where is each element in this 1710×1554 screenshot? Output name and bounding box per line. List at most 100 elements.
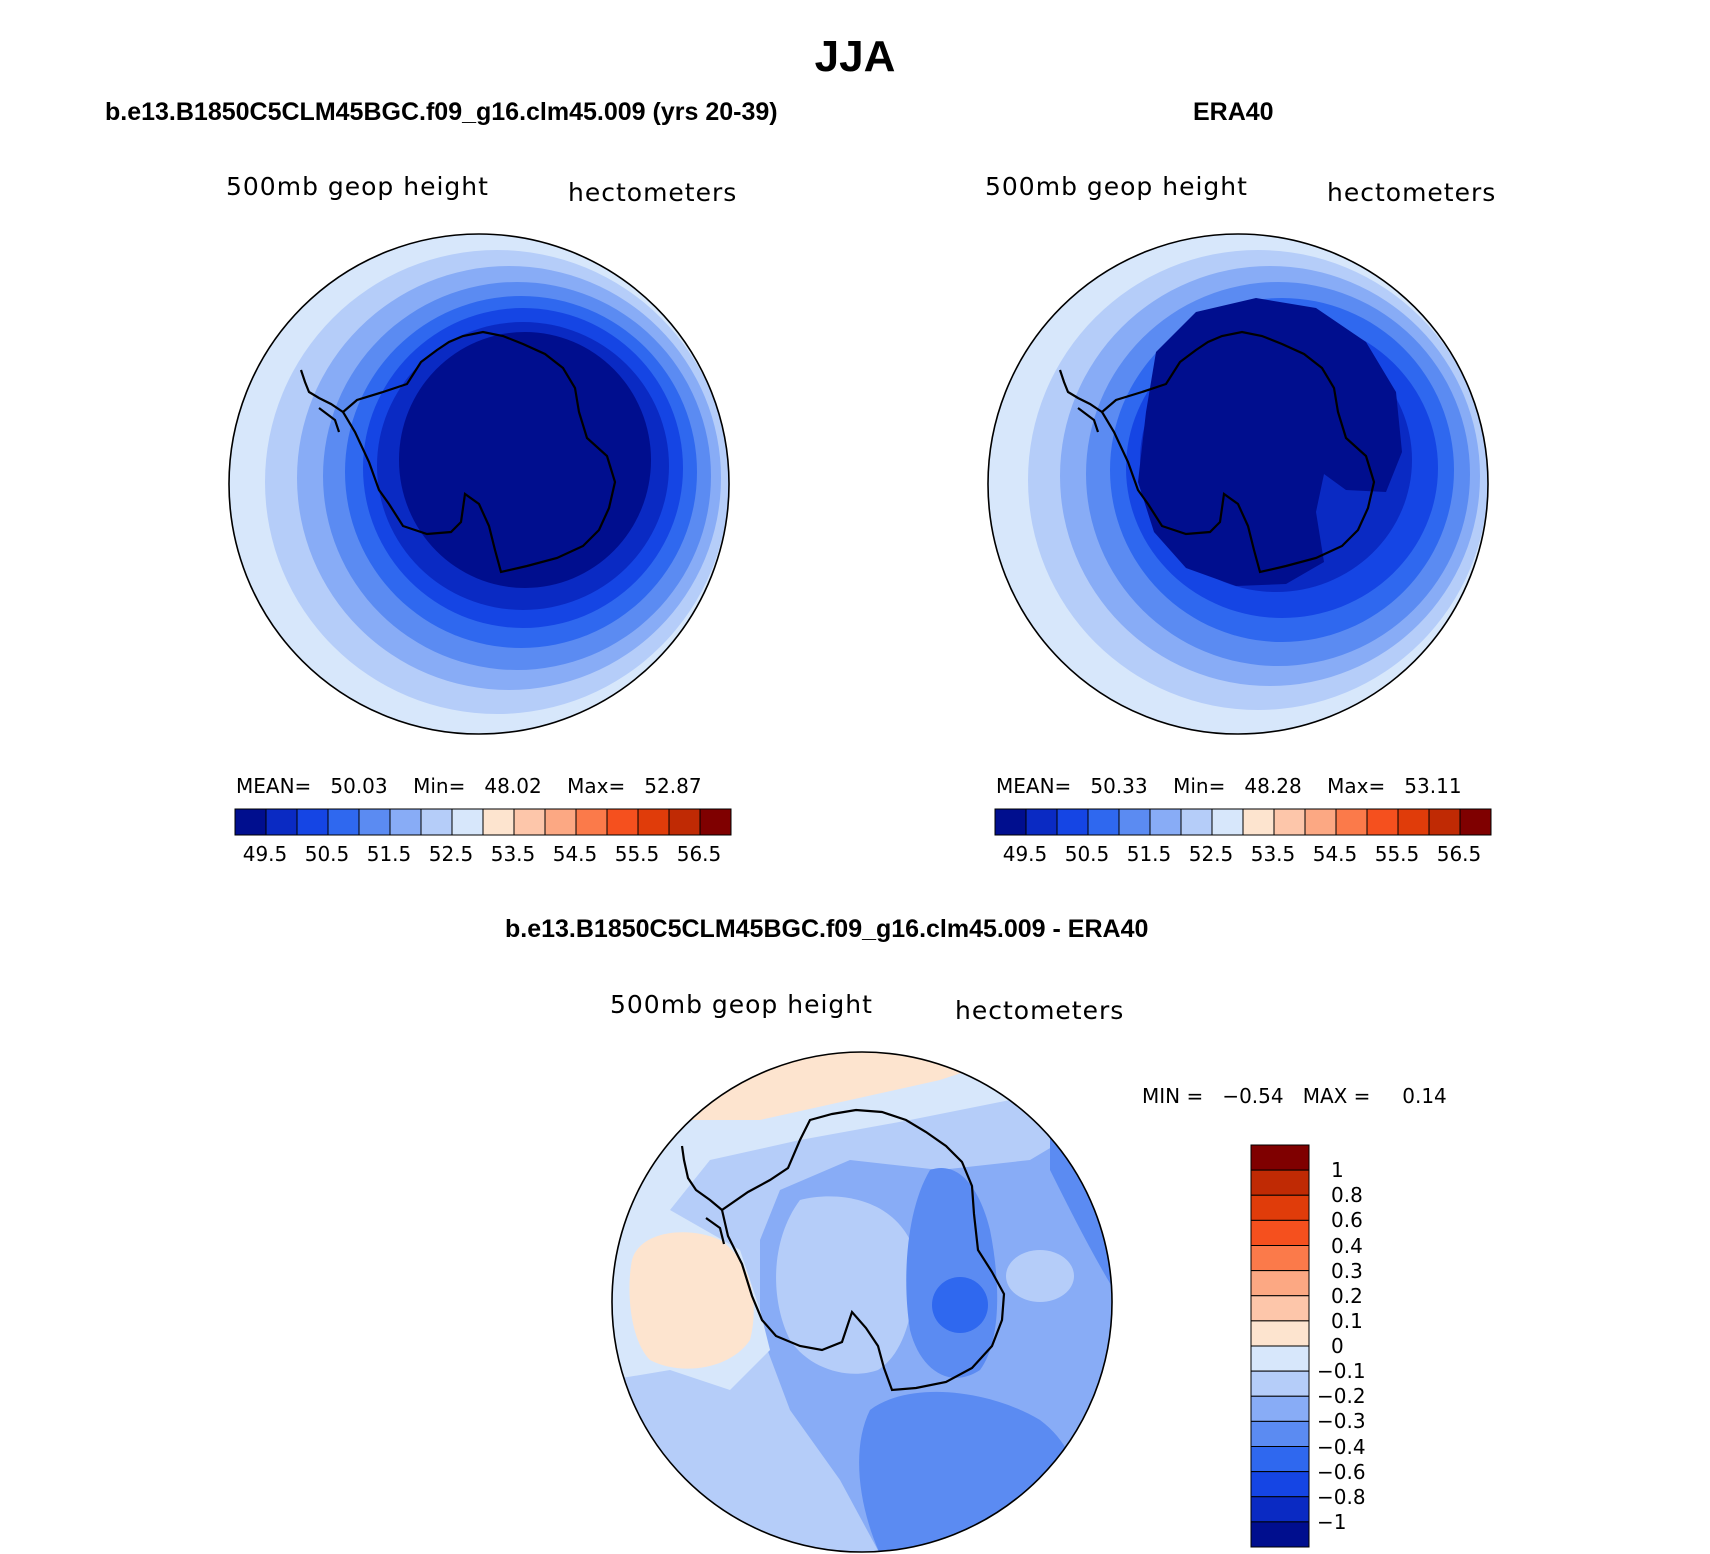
colorbar-swatch (575, 808, 608, 836)
stats-difference: MIN = −0.54 MAX = 0.14 (1142, 1084, 1447, 1108)
colorbar-swatch (699, 808, 732, 836)
colorbar-tick-label: 56.5 (676, 842, 722, 866)
polar-map-difference (611, 1051, 1113, 1553)
colorbar-tick-label: 0.6 (1331, 1208, 1363, 1233)
colorbar-swatch (668, 808, 701, 836)
colorbar-tick-label: −0.3 (1317, 1409, 1366, 1434)
antarctica-coastline (1100, 330, 1376, 574)
colorbar-tick-label: 50.5 (1064, 842, 1110, 866)
stats-obs: MEAN= 50.33 Min= 48.28 Max= 53.11 (996, 774, 1462, 798)
main-title: JJA (814, 32, 896, 81)
colorbar-tick-label: 54.5 (1312, 842, 1358, 866)
colorbar-swatch (1211, 808, 1244, 836)
colorbar-swatch (1250, 1471, 1310, 1498)
colorbar-tick-label: 53.5 (1250, 842, 1296, 866)
colorbar-swatch (389, 808, 422, 836)
map-boundary (228, 233, 730, 735)
colorbar-swatch (1250, 1446, 1310, 1473)
colorbar-swatch (544, 808, 577, 836)
colorbar-swatch (1250, 1169, 1310, 1196)
colorbar-swatch (1250, 1420, 1310, 1447)
colorbar-swatch (420, 808, 453, 836)
colorbar-tick-label: −0.6 (1317, 1459, 1366, 1484)
map-boundary (987, 233, 1489, 735)
stats-model: MEAN= 50.03 Min= 48.02 Max= 52.87 (236, 774, 702, 798)
colorbar-swatch (1250, 1345, 1310, 1372)
colorbar-tick-label: 53.5 (490, 842, 536, 866)
colorbar-tick-label: 49.5 (242, 842, 288, 866)
mean-label: MEAN= (236, 774, 312, 798)
colorbar-tick-label: 0.3 (1331, 1258, 1363, 1283)
plot-label-units-obs: hectometers (1327, 178, 1497, 207)
colorbar-swatch (1250, 1320, 1310, 1347)
mean-value: 50.33 (1090, 774, 1148, 798)
contour-region (612, 1052, 1112, 1552)
colorbar-obs (994, 808, 1492, 836)
contour-ring (1138, 298, 1402, 586)
colorbar-tick-label: −0.8 (1317, 1484, 1366, 1509)
colorbar-swatch (1335, 808, 1368, 836)
colorbar-tick-label: 55.5 (1374, 842, 1420, 866)
colorbar-swatch (1025, 808, 1058, 836)
colorbar-swatch (1250, 1395, 1310, 1422)
colorbar-swatch (1180, 808, 1213, 836)
panel-title-difference: b.e13.B1850C5CLM45BGC.f09_g16.clm45.009 … (505, 915, 1149, 943)
colorbar-swatch (1250, 1219, 1310, 1246)
min-value: 48.02 (484, 774, 542, 798)
panel-title-model: b.e13.B1850C5CLM45BGC.f09_g16.clm45.009 … (105, 98, 778, 126)
colorbar-tick-label: 51.5 (366, 842, 412, 866)
colorbar-tick-label: −0.2 (1317, 1384, 1366, 1409)
colorbar-swatch (1250, 1496, 1310, 1523)
min-value: −0.54 (1222, 1084, 1284, 1108)
colorbar-tick-label: −0.4 (1317, 1434, 1366, 1459)
colorbar-swatch (358, 808, 391, 836)
min-label: MIN = (1142, 1084, 1204, 1108)
mean-label: MEAN= (996, 774, 1072, 798)
colorbar-tick-label: 0.1 (1331, 1308, 1363, 1333)
antarctica-coastline (341, 330, 617, 574)
colorbar-swatch (1087, 808, 1120, 836)
colorbar-tick-label: −0.1 (1317, 1359, 1366, 1384)
max-value: 52.87 (644, 774, 702, 798)
colorbar-swatch (994, 808, 1027, 836)
colorbar-swatch (1428, 808, 1461, 836)
colorbar-tick-label: 0.8 (1331, 1183, 1363, 1208)
colorbar-tick-label: 54.5 (552, 842, 598, 866)
plot-label-units-difference: hectometers (955, 996, 1125, 1025)
max-value: 53.11 (1404, 774, 1462, 798)
colorbar-swatch (1056, 808, 1089, 836)
colorbar-swatch (606, 808, 639, 836)
max-label: MAX = (1302, 1084, 1371, 1108)
colorbar-swatch (265, 808, 298, 836)
colorbar-swatch (1250, 1370, 1310, 1397)
colorbar-swatch (482, 808, 515, 836)
colorbar-swatch (1250, 1295, 1310, 1322)
colorbar-tick-label: 0.4 (1331, 1233, 1363, 1258)
colorbar-tick-label: 55.5 (614, 842, 660, 866)
colorbar-model (234, 808, 732, 836)
colorbar-tick-label: 1 (1331, 1158, 1344, 1183)
contour-region (776, 1196, 914, 1374)
contour-region (629, 1232, 754, 1369)
colorbar-swatch (1397, 808, 1430, 836)
colorbar-tick-label: 52.5 (1188, 842, 1234, 866)
min-label: Min= (413, 774, 466, 798)
antarctic-peninsula (680, 1145, 726, 1245)
colorbar-swatch (1242, 808, 1275, 836)
min-label: Min= (1173, 774, 1226, 798)
contour-ring (399, 332, 651, 588)
colorbar-swatch (1149, 808, 1182, 836)
antarctica-coastline (720, 1108, 1006, 1392)
colorbar-tick-label: 49.5 (1002, 842, 1048, 866)
polar-map-obs (987, 233, 1489, 735)
colorbar-tick-label: 56.5 (1436, 842, 1482, 866)
colorbar-swatch (451, 808, 484, 836)
plot-label-field-model: 500mb geop height (226, 172, 489, 201)
colorbar-tick-label: 50.5 (304, 842, 350, 866)
colorbar-tick-label: −1 (1317, 1509, 1347, 1534)
max-label: Max= (567, 774, 626, 798)
plot-label-units-model: hectometers (568, 178, 738, 207)
panel-title-obs: ERA40 (1193, 98, 1274, 126)
colorbar-swatch (296, 808, 329, 836)
colorbar-tick-label: 0 (1331, 1334, 1344, 1358)
